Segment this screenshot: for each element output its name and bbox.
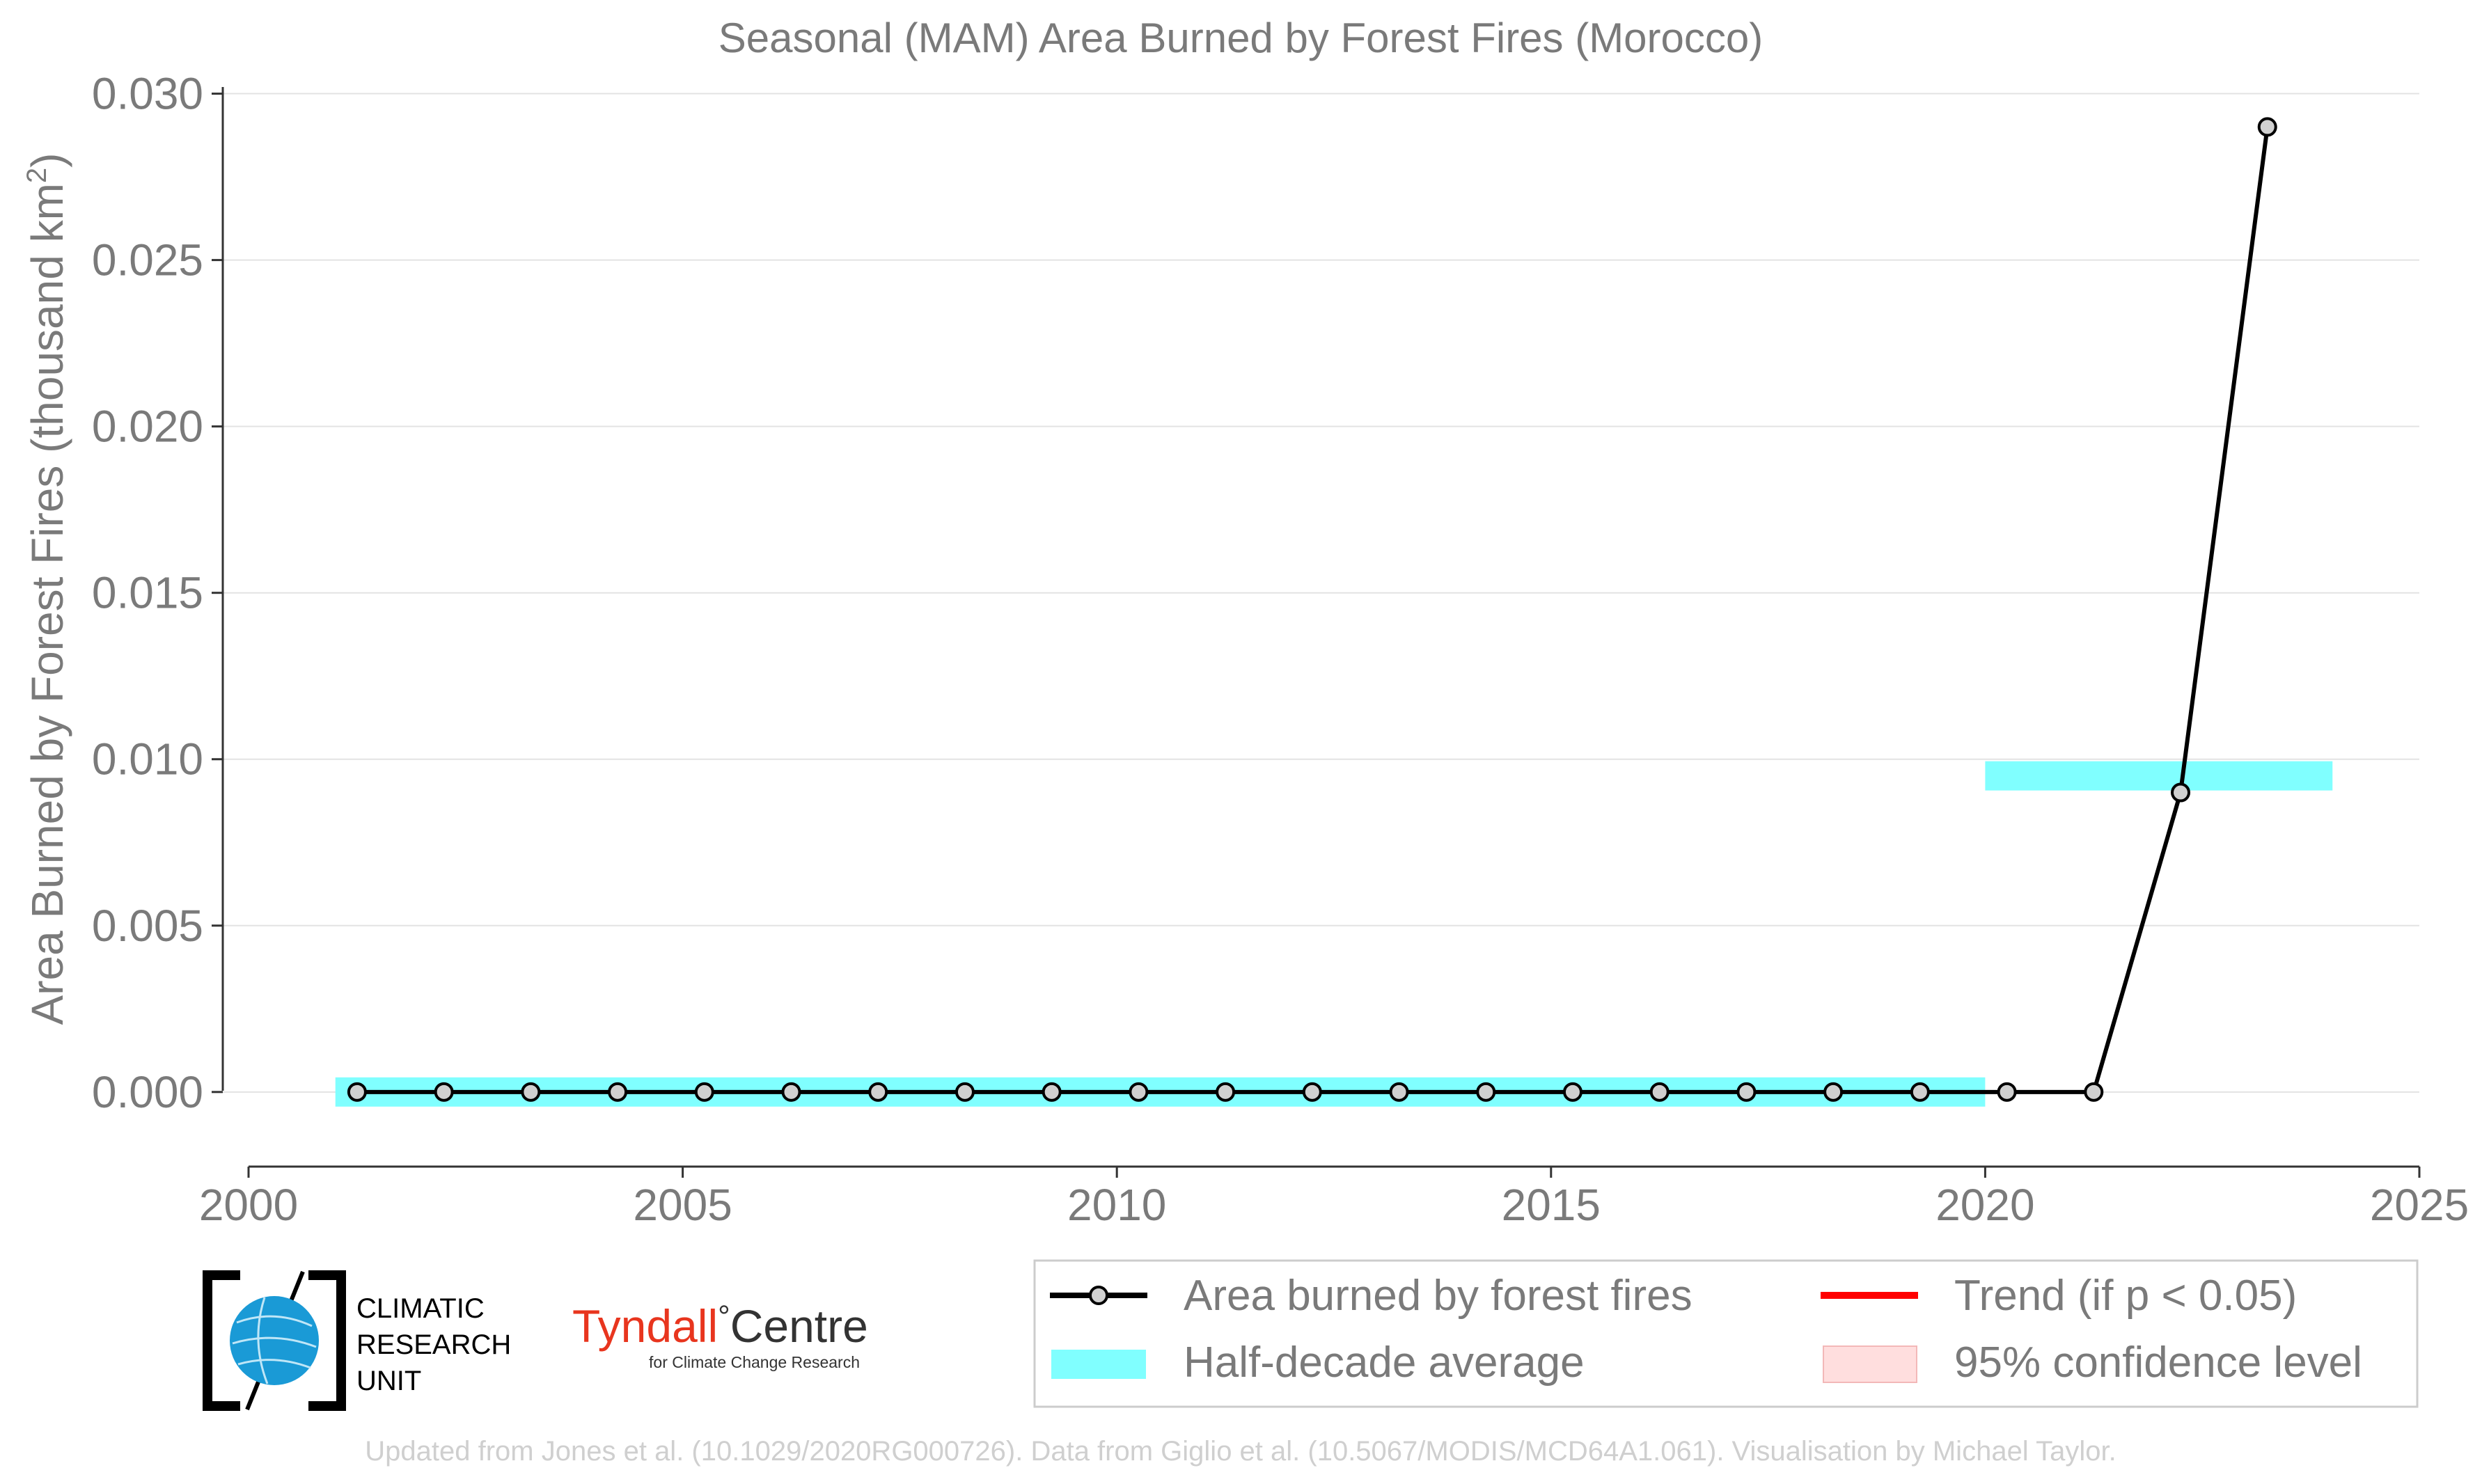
y-gridlines <box>223 93 2419 1093</box>
data-point <box>1216 1082 1236 1102</box>
data-point <box>1910 1082 1930 1102</box>
legend-label-area-burned: Area burned by forest fires <box>1184 1272 1692 1320</box>
y-tick-label: 0.000 <box>92 1067 203 1117</box>
y-tick-label: 0.005 <box>92 901 203 951</box>
data-point <box>1042 1082 1062 1102</box>
tyndall-centre: Centre <box>730 1300 868 1352</box>
legend-half-decade-patch <box>1051 1350 1146 1379</box>
cru-line-3: UNIT <box>356 1366 421 1396</box>
cru-line-2: RESEARCH <box>356 1329 511 1360</box>
series-area-burned <box>347 117 2277 1102</box>
y-axis-label-main: Area Burned by Forest Fires (thousand km <box>22 183 72 1025</box>
data-point <box>1997 1082 2017 1102</box>
legend-label-confidence: 95% confidence level <box>1954 1339 2362 1387</box>
x-tick-label: 2020 <box>1935 1180 2034 1230</box>
data-point <box>781 1082 801 1102</box>
y-axis-label-close: ) <box>22 153 72 168</box>
y-tick-label: 0.030 <box>92 69 203 119</box>
tyndall-subtitle: for Climate Change Research <box>649 1353 860 1371</box>
data-point <box>1736 1082 1757 1102</box>
data-point <box>1649 1082 1670 1102</box>
legend-confidence-patch <box>1823 1345 1917 1383</box>
series-line <box>356 126 2270 1094</box>
y-tick-label: 0.020 <box>92 402 203 452</box>
half-decade-average-bar <box>1985 761 2333 791</box>
legend-box <box>1033 1259 2419 1408</box>
tyndall-name: Tyndall <box>572 1300 718 1352</box>
legend-label-trend: Trend (if p < 0.05) <box>1954 1272 2297 1320</box>
data-point <box>1129 1082 1149 1102</box>
tyndall-wordmark: Tyndall°Centre <box>572 1300 868 1352</box>
data-point <box>1562 1082 1582 1102</box>
legend-marker-icon <box>1089 1286 1108 1305</box>
x-tick-label: 2005 <box>633 1180 732 1230</box>
y-tick-label: 0.015 <box>92 568 203 618</box>
data-point <box>1389 1082 1409 1102</box>
globe-lines <box>232 1297 317 1384</box>
data-point <box>694 1082 714 1102</box>
data-point <box>434 1082 454 1102</box>
tyndall-degree: ° <box>718 1300 730 1334</box>
data-point <box>1476 1082 1496 1102</box>
y-axis-label-superscript: 2 <box>22 168 52 183</box>
x-tick-label: 2010 <box>1067 1180 1166 1230</box>
chart-title: Seasonal (MAM) Area Burned by Forest Fir… <box>718 15 1764 61</box>
data-point <box>2084 1082 2104 1102</box>
x-tick-label: 2000 <box>199 1180 298 1230</box>
data-point <box>608 1082 628 1102</box>
data-point <box>955 1082 975 1102</box>
data-point <box>1302 1082 1322 1102</box>
half-decade-average-bars <box>335 761 2333 1107</box>
cru-bracket-right <box>308 1270 346 1411</box>
x-tick-label: 2025 <box>2370 1180 2469 1230</box>
legend-label-half-decade: Half-decade average <box>1184 1339 1585 1387</box>
cru-bracket-left <box>203 1270 240 1411</box>
tyndall-logo: Tyndall°Centre for Climate Change Resear… <box>572 1300 868 1371</box>
y-axis-label: Area Burned by Forest Fires (thousand km… <box>22 153 72 1025</box>
x-axis-ticks: 2000 2005 2010 2015 2020 2025 <box>199 1167 2469 1230</box>
data-point <box>2257 117 2277 137</box>
y-tick-label: 0.025 <box>92 235 203 285</box>
x-tick-label: 2015 <box>1502 1180 1601 1230</box>
cru-line-1: CLIMATIC <box>356 1293 485 1324</box>
credit-text: Updated from Jones et al. (10.1029/2020R… <box>365 1436 2116 1467</box>
data-point <box>2171 782 2191 803</box>
data-point <box>347 1082 367 1102</box>
cru-logo: CLIMATIC RESEARCH UNIT <box>203 1270 511 1411</box>
legend: Area burned by forest fires Trend (if p … <box>1033 1259 2419 1408</box>
data-point <box>868 1082 888 1102</box>
y-axis-ticks: 0.000 0.005 0.010 0.015 0.020 0.025 0.030 <box>92 69 223 1117</box>
y-tick-label: 0.010 <box>92 734 203 784</box>
data-point <box>1823 1082 1844 1102</box>
data-point <box>521 1082 541 1102</box>
